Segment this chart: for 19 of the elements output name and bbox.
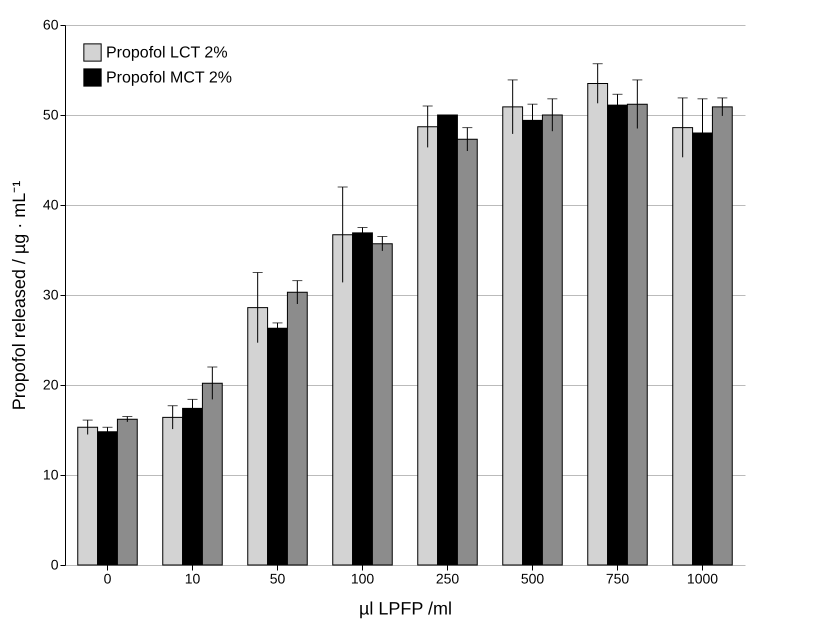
- y-tick-label: 0: [50, 556, 59, 572]
- legend-label: Propofol MCT 2%: [106, 70, 232, 86]
- x-tick-label: 100: [350, 570, 374, 586]
- y-tick-label: 10: [42, 466, 59, 482]
- y-tick-label: 60: [42, 16, 59, 32]
- x-tick-label: 10: [184, 570, 200, 586]
- x-tick-label: 0: [104, 570, 112, 586]
- x-axis-title: µl LPFP /ml: [358, 598, 452, 618]
- y-tick-label: 30: [42, 286, 59, 302]
- x-tick-label: 250: [436, 570, 460, 586]
- x-tick-label: 750: [606, 570, 630, 586]
- x-tick-label: 500: [520, 570, 544, 586]
- legend-label: Propofol LCT 2%: [106, 44, 228, 62]
- y-tick-label: 40: [42, 196, 59, 212]
- y-tick-label: 50: [42, 106, 59, 122]
- x-tick-label: 1000: [686, 570, 718, 586]
- x-tick-label: 50: [270, 570, 286, 586]
- y-axis-title: Propofol released / µg · mL⁻¹: [8, 180, 29, 410]
- y-tick-label: 20: [42, 376, 59, 392]
